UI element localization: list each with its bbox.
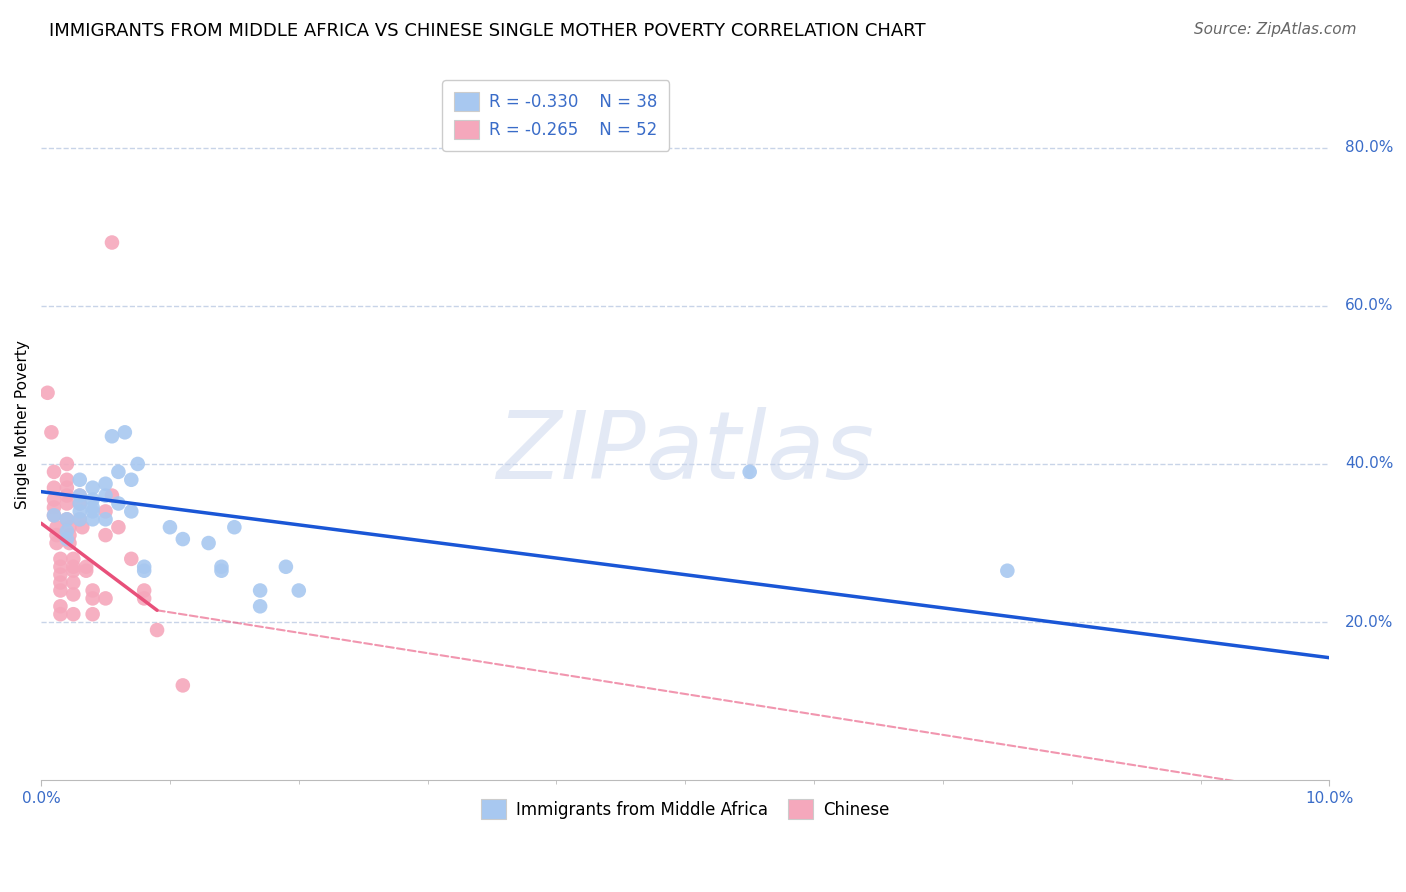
Point — [274, 559, 297, 574]
Text: ZIPatlas: ZIPatlas — [496, 408, 875, 499]
Point — [82, 512, 104, 526]
Point — [94, 504, 117, 518]
Point — [224, 520, 246, 534]
Point — [42, 492, 65, 507]
Point — [94, 591, 117, 606]
Point — [211, 559, 233, 574]
Point — [120, 473, 142, 487]
Point — [738, 465, 761, 479]
Point — [134, 591, 156, 606]
Point — [287, 583, 309, 598]
Point — [995, 564, 1018, 578]
Point — [42, 465, 65, 479]
Point — [58, 520, 80, 534]
Point — [107, 496, 129, 510]
Text: 40.0%: 40.0% — [1346, 457, 1393, 472]
Point — [197, 536, 219, 550]
Point — [146, 623, 169, 637]
Point — [56, 532, 79, 546]
Point — [69, 504, 91, 518]
Point — [82, 591, 104, 606]
Point — [58, 536, 80, 550]
Point — [75, 564, 97, 578]
Point — [62, 607, 84, 622]
Point — [42, 481, 65, 495]
Point — [42, 508, 65, 523]
Point — [249, 583, 271, 598]
Point — [49, 607, 72, 622]
Point — [45, 520, 67, 534]
Point — [42, 508, 65, 523]
Point — [134, 583, 156, 598]
Point — [249, 599, 271, 614]
Point — [49, 599, 72, 614]
Point — [58, 528, 80, 542]
Point — [127, 457, 149, 471]
Point — [101, 489, 124, 503]
Point — [107, 520, 129, 534]
Point — [62, 575, 84, 590]
Point — [69, 512, 91, 526]
Point — [120, 552, 142, 566]
Point — [114, 425, 136, 440]
Point — [107, 465, 129, 479]
Point — [37, 385, 59, 400]
Point — [211, 564, 233, 578]
Text: 80.0%: 80.0% — [1346, 140, 1393, 155]
Text: Source: ZipAtlas.com: Source: ZipAtlas.com — [1194, 22, 1357, 37]
Point — [62, 552, 84, 566]
Point — [56, 457, 79, 471]
Point — [69, 496, 91, 510]
Point — [56, 512, 79, 526]
Point — [94, 512, 117, 526]
Point — [82, 481, 104, 495]
Point — [101, 429, 124, 443]
Point — [41, 425, 63, 440]
Point — [120, 504, 142, 518]
Point — [56, 496, 79, 510]
Text: 20.0%: 20.0% — [1346, 615, 1393, 630]
Text: 60.0%: 60.0% — [1346, 298, 1393, 313]
Legend: Immigrants from Middle Africa, Chinese: Immigrants from Middle Africa, Chinese — [474, 793, 896, 825]
Point — [82, 607, 104, 622]
Point — [82, 492, 104, 507]
Point — [172, 678, 194, 692]
Point — [49, 559, 72, 574]
Point — [72, 520, 94, 534]
Point — [42, 500, 65, 515]
Point — [101, 235, 124, 250]
Point — [56, 489, 79, 503]
Point — [56, 524, 79, 538]
Point — [69, 496, 91, 510]
Point — [49, 567, 72, 582]
Point — [75, 559, 97, 574]
Point — [56, 512, 79, 526]
Point — [159, 520, 181, 534]
Point — [56, 481, 79, 495]
Point — [94, 489, 117, 503]
Point — [69, 512, 91, 526]
Point — [49, 552, 72, 566]
Point — [134, 559, 156, 574]
Point — [82, 583, 104, 598]
Text: IMMIGRANTS FROM MIDDLE AFRICA VS CHINESE SINGLE MOTHER POVERTY CORRELATION CHART: IMMIGRANTS FROM MIDDLE AFRICA VS CHINESE… — [49, 22, 925, 40]
Point — [94, 528, 117, 542]
Point — [49, 583, 72, 598]
Point — [45, 536, 67, 550]
Point — [82, 504, 104, 518]
Point — [69, 489, 91, 503]
Point — [69, 489, 91, 503]
Point — [62, 564, 84, 578]
Point — [82, 500, 104, 515]
Point — [94, 476, 117, 491]
Point — [69, 473, 91, 487]
Y-axis label: Single Mother Poverty: Single Mother Poverty — [15, 340, 30, 508]
Point — [56, 473, 79, 487]
Point — [49, 575, 72, 590]
Point — [45, 528, 67, 542]
Point — [62, 587, 84, 601]
Point — [134, 564, 156, 578]
Point — [172, 532, 194, 546]
Point — [62, 559, 84, 574]
